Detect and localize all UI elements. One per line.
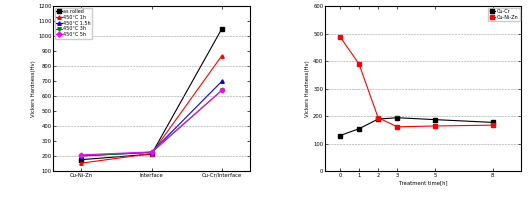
450°C 3h <box>78 154 85 157</box>
Cu-Cr <box>432 118 438 121</box>
450°C 5h <box>219 89 225 92</box>
450°C 1h <box>219 55 225 57</box>
Y-axis label: Vickers Hardness(Hv): Vickers Hardness(Hv) <box>30 60 36 117</box>
450°C 3h <box>219 89 225 92</box>
as rolled <box>148 153 155 155</box>
450°C 3h <box>148 151 155 154</box>
Line: 450°C 1.5h: 450°C 1.5h <box>80 80 223 158</box>
Cu-Cr <box>356 127 362 130</box>
Cu-Cr <box>375 118 381 120</box>
Legend: as rolled, 450°C 1h, 450°C 1.5h, 450°C 3h, 450°C 5h: as rolled, 450°C 1h, 450°C 1.5h, 450°C 3… <box>55 8 93 39</box>
450°C 5h <box>148 151 155 153</box>
Cu-Ni-Zn <box>489 124 496 126</box>
as rolled <box>78 158 85 161</box>
Cu-Ni-Zn <box>394 126 401 128</box>
450°C 1h <box>148 152 155 155</box>
450°C 1.5h <box>148 151 155 153</box>
450°C 1h <box>78 162 85 164</box>
450°C 1.5h <box>78 155 85 157</box>
as rolled <box>219 28 225 30</box>
Line: Cu-Cr: Cu-Cr <box>338 116 494 137</box>
Legend: Cu-Cr, Cu-Ni-Zn: Cu-Cr, Cu-Ni-Zn <box>488 8 520 21</box>
Cu-Ni-Zn <box>337 35 343 38</box>
Cu-Ni-Zn <box>356 63 362 65</box>
Cu-Cr <box>489 121 496 124</box>
Line: as rolled: as rolled <box>80 27 223 161</box>
Line: 450°C 1h: 450°C 1h <box>80 54 223 165</box>
Y-axis label: Vickers Hardness(Hv): Vickers Hardness(Hv) <box>305 60 310 117</box>
Cu-Cr <box>394 116 401 119</box>
450°C 5h <box>78 154 85 156</box>
Line: 450°C 5h: 450°C 5h <box>80 89 223 157</box>
Cu-Ni-Zn <box>432 125 438 127</box>
Line: 450°C 3h: 450°C 3h <box>80 89 223 157</box>
X-axis label: Treatment time[h]: Treatment time[h] <box>398 181 447 186</box>
450°C 1.5h <box>219 80 225 83</box>
Cu-Cr <box>337 134 343 137</box>
Line: Cu-Ni-Zn: Cu-Ni-Zn <box>338 35 494 129</box>
Cu-Ni-Zn <box>375 116 381 119</box>
